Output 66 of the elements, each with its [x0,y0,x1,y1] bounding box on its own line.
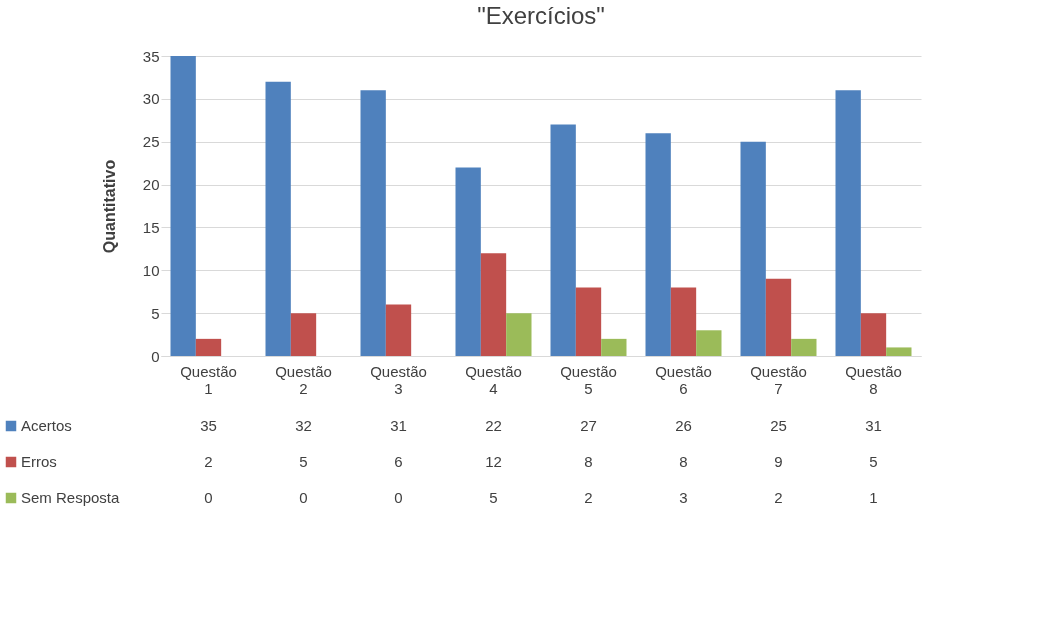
x-tick-label: Questão 3 [370,362,427,397]
bar [696,330,722,356]
data-label: 25 [770,417,787,434]
data-label: 5 [299,453,308,470]
bar [670,287,697,356]
x-tick-label: Questão 4 [465,362,522,397]
x-tick-label: Questão 6 [655,362,712,397]
bar [385,304,412,356]
data-label: 8 [584,453,593,470]
data-label: 32 [295,417,312,434]
y-tick-label: 0 [151,347,160,365]
bar [265,81,291,356]
y-tick-label: 25 [142,133,160,151]
y-tick-label: 20 [142,176,160,194]
data-label: 31 [865,417,882,434]
bar [601,338,627,356]
y-tick-label: 35 [142,47,160,65]
data-label: 3 [679,489,688,506]
bar [575,287,602,356]
bar [886,347,912,356]
data-label: 1 [869,489,878,506]
x-tick-label: Questão 1 [180,362,237,397]
data-label: 2 [204,453,213,470]
bar [290,313,317,356]
bar [195,338,222,356]
data-label: 6 [394,453,403,470]
data-label: 5 [489,489,498,506]
bar [740,141,766,356]
y-tick-label: 30 [142,90,160,108]
x-tick-label: Questão 8 [845,362,902,397]
legend-label: Sem Resposta [21,489,121,506]
data-label: 8 [679,453,688,470]
data-label: 12 [485,453,502,470]
bar [170,56,196,356]
bar [506,313,532,356]
y-axis-title: Quantitativo [100,159,118,254]
bar [765,278,792,356]
data-label: 0 [299,489,308,506]
data-label: 2 [774,489,783,506]
bar [480,253,507,356]
bar [455,167,481,356]
legend-label: Erros [21,453,57,470]
x-tick-label: Questão 2 [275,362,332,397]
data-label: 27 [580,417,597,434]
bar [645,133,671,356]
y-tick-label: 15 [142,218,160,236]
bar [791,338,817,356]
y-tick-label: 10 [142,261,160,279]
bar [360,90,386,356]
chart-title: "Exercícios" [477,2,605,29]
data-label: 22 [485,417,502,434]
data-label: 0 [394,489,403,506]
data-label: 2 [584,489,593,506]
data-label: 9 [774,453,783,470]
legend-label: Acertos [21,417,72,434]
data-label: 31 [390,417,407,434]
data-label: 0 [204,489,213,506]
bar [550,124,576,356]
y-tick-label: 5 [151,304,160,322]
data-label: 35 [200,417,217,434]
bar [860,313,887,356]
x-tick-label: Questão 5 [560,362,617,397]
data-label: 5 [869,453,878,470]
data-label: 26 [675,417,692,434]
x-tick-label: Questão 7 [750,362,807,397]
bar [835,90,861,356]
